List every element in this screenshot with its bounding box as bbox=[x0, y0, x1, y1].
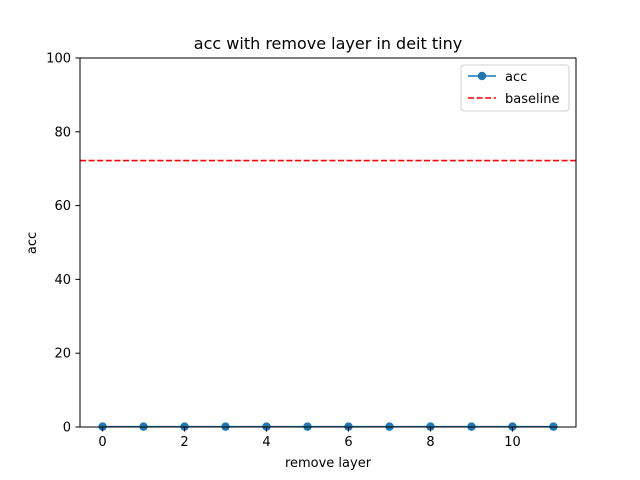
y-tick-label: 60 bbox=[54, 199, 71, 214]
y-tick-label: 40 bbox=[54, 273, 71, 288]
x-tick-label: 8 bbox=[426, 435, 434, 450]
y-tick-label: 0 bbox=[63, 421, 71, 436]
legend-acc-label: acc bbox=[505, 70, 527, 85]
x-axis-title: remove layer bbox=[285, 456, 372, 471]
legend-baseline-label: baseline bbox=[505, 92, 559, 107]
axes-frame bbox=[79, 57, 577, 428]
y-tick-label: 80 bbox=[54, 125, 71, 140]
x-tick-label: 6 bbox=[344, 435, 352, 450]
x-tick-label: 2 bbox=[180, 435, 188, 450]
legend: acc baseline bbox=[460, 64, 570, 112]
y-axis-title: acc bbox=[25, 232, 40, 254]
x-tick-label: 10 bbox=[504, 435, 521, 450]
x-tick-label: 0 bbox=[98, 435, 106, 450]
chart-title: acc with remove layer in deit tiny bbox=[194, 34, 462, 53]
y-tick-label: 100 bbox=[46, 52, 71, 67]
y-tick-label: 20 bbox=[54, 347, 71, 362]
legend-acc-marker bbox=[477, 71, 487, 81]
x-tick-label: 4 bbox=[262, 435, 270, 450]
